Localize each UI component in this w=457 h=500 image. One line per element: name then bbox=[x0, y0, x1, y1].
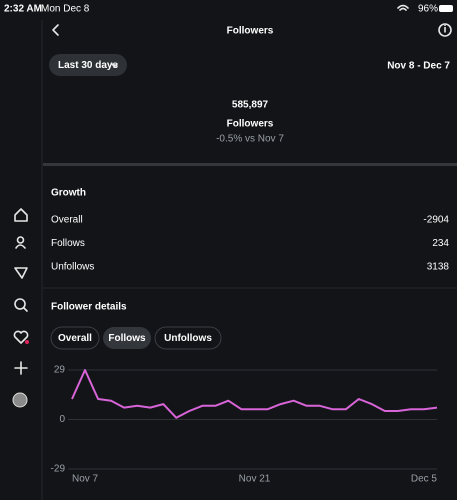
x-tick-label: Nov 7 bbox=[72, 474, 99, 485]
search-icon[interactable] bbox=[14, 298, 26, 310]
tab-label: Overall bbox=[58, 333, 92, 344]
range-button-label: Last 30 days bbox=[58, 60, 118, 71]
back-button[interactable] bbox=[52, 24, 59, 36]
wifi-icon bbox=[397, 4, 409, 11]
range-button[interactable] bbox=[49, 54, 127, 76]
status-battery: 96% bbox=[418, 4, 438, 15]
growth-table: Overall -2904 Follows 234 Unfollows 3138 bbox=[51, 215, 449, 273]
follower-label: Followers bbox=[227, 119, 274, 130]
follower-line bbox=[71, 369, 438, 419]
tab[interactable] bbox=[154, 326, 222, 350]
growth-row-label: Follows bbox=[51, 238, 85, 249]
growth-row-value: 234 bbox=[432, 238, 449, 249]
growth-row-label: Overall bbox=[51, 215, 83, 226]
tab[interactable] bbox=[50, 326, 100, 350]
section-divider bbox=[43, 163, 457, 166]
y-tick-label: -29 bbox=[51, 464, 66, 475]
y-tick-label: 29 bbox=[54, 365, 66, 376]
plus-icon[interactable] bbox=[14, 361, 28, 375]
growth-row-value: -2904 bbox=[423, 215, 449, 226]
growth-row-label: Unfollows bbox=[51, 262, 94, 273]
status-time: 2:32 AM bbox=[4, 4, 42, 15]
tab[interactable] bbox=[103, 327, 151, 349]
growth-title: Growth bbox=[51, 188, 86, 199]
y-tick-label: 0 bbox=[59, 414, 65, 425]
header-title: Followers bbox=[227, 26, 274, 37]
info-glyph: i bbox=[444, 25, 447, 36]
heart-icon[interactable] bbox=[13, 330, 29, 344]
date-range: Nov 8 - Dec 7 bbox=[387, 61, 450, 72]
info-button[interactable] bbox=[438, 23, 452, 37]
send-icon[interactable] bbox=[14, 267, 28, 279]
tab-bar: Overall Follows Unfollows bbox=[50, 326, 222, 350]
range-chevron bbox=[111, 63, 118, 68]
follower-count: 585,897 bbox=[232, 100, 269, 111]
profile-icon[interactable] bbox=[15, 236, 26, 249]
notification-dot bbox=[25, 340, 29, 344]
x-tick-label: Nov 21 bbox=[239, 474, 271, 485]
details-title: Follower details bbox=[51, 302, 127, 313]
avatar[interactable] bbox=[12, 392, 28, 408]
battery-icon bbox=[439, 5, 453, 12]
chart: 29 0 -29 Nov 7 Nov 21 Dec 5 bbox=[51, 365, 438, 485]
follower-change: -0.5% vs Nov 7 bbox=[216, 134, 284, 145]
search-handle bbox=[23, 307, 28, 312]
x-tick-label: Dec 5 bbox=[411, 474, 438, 485]
status-date: Mon Dec 8 bbox=[41, 4, 90, 15]
growth-row-value: 3138 bbox=[427, 262, 450, 273]
home-icon[interactable] bbox=[14, 208, 28, 222]
tab-label: Follows bbox=[108, 333, 146, 344]
tab-label: Unfollows bbox=[164, 333, 212, 344]
